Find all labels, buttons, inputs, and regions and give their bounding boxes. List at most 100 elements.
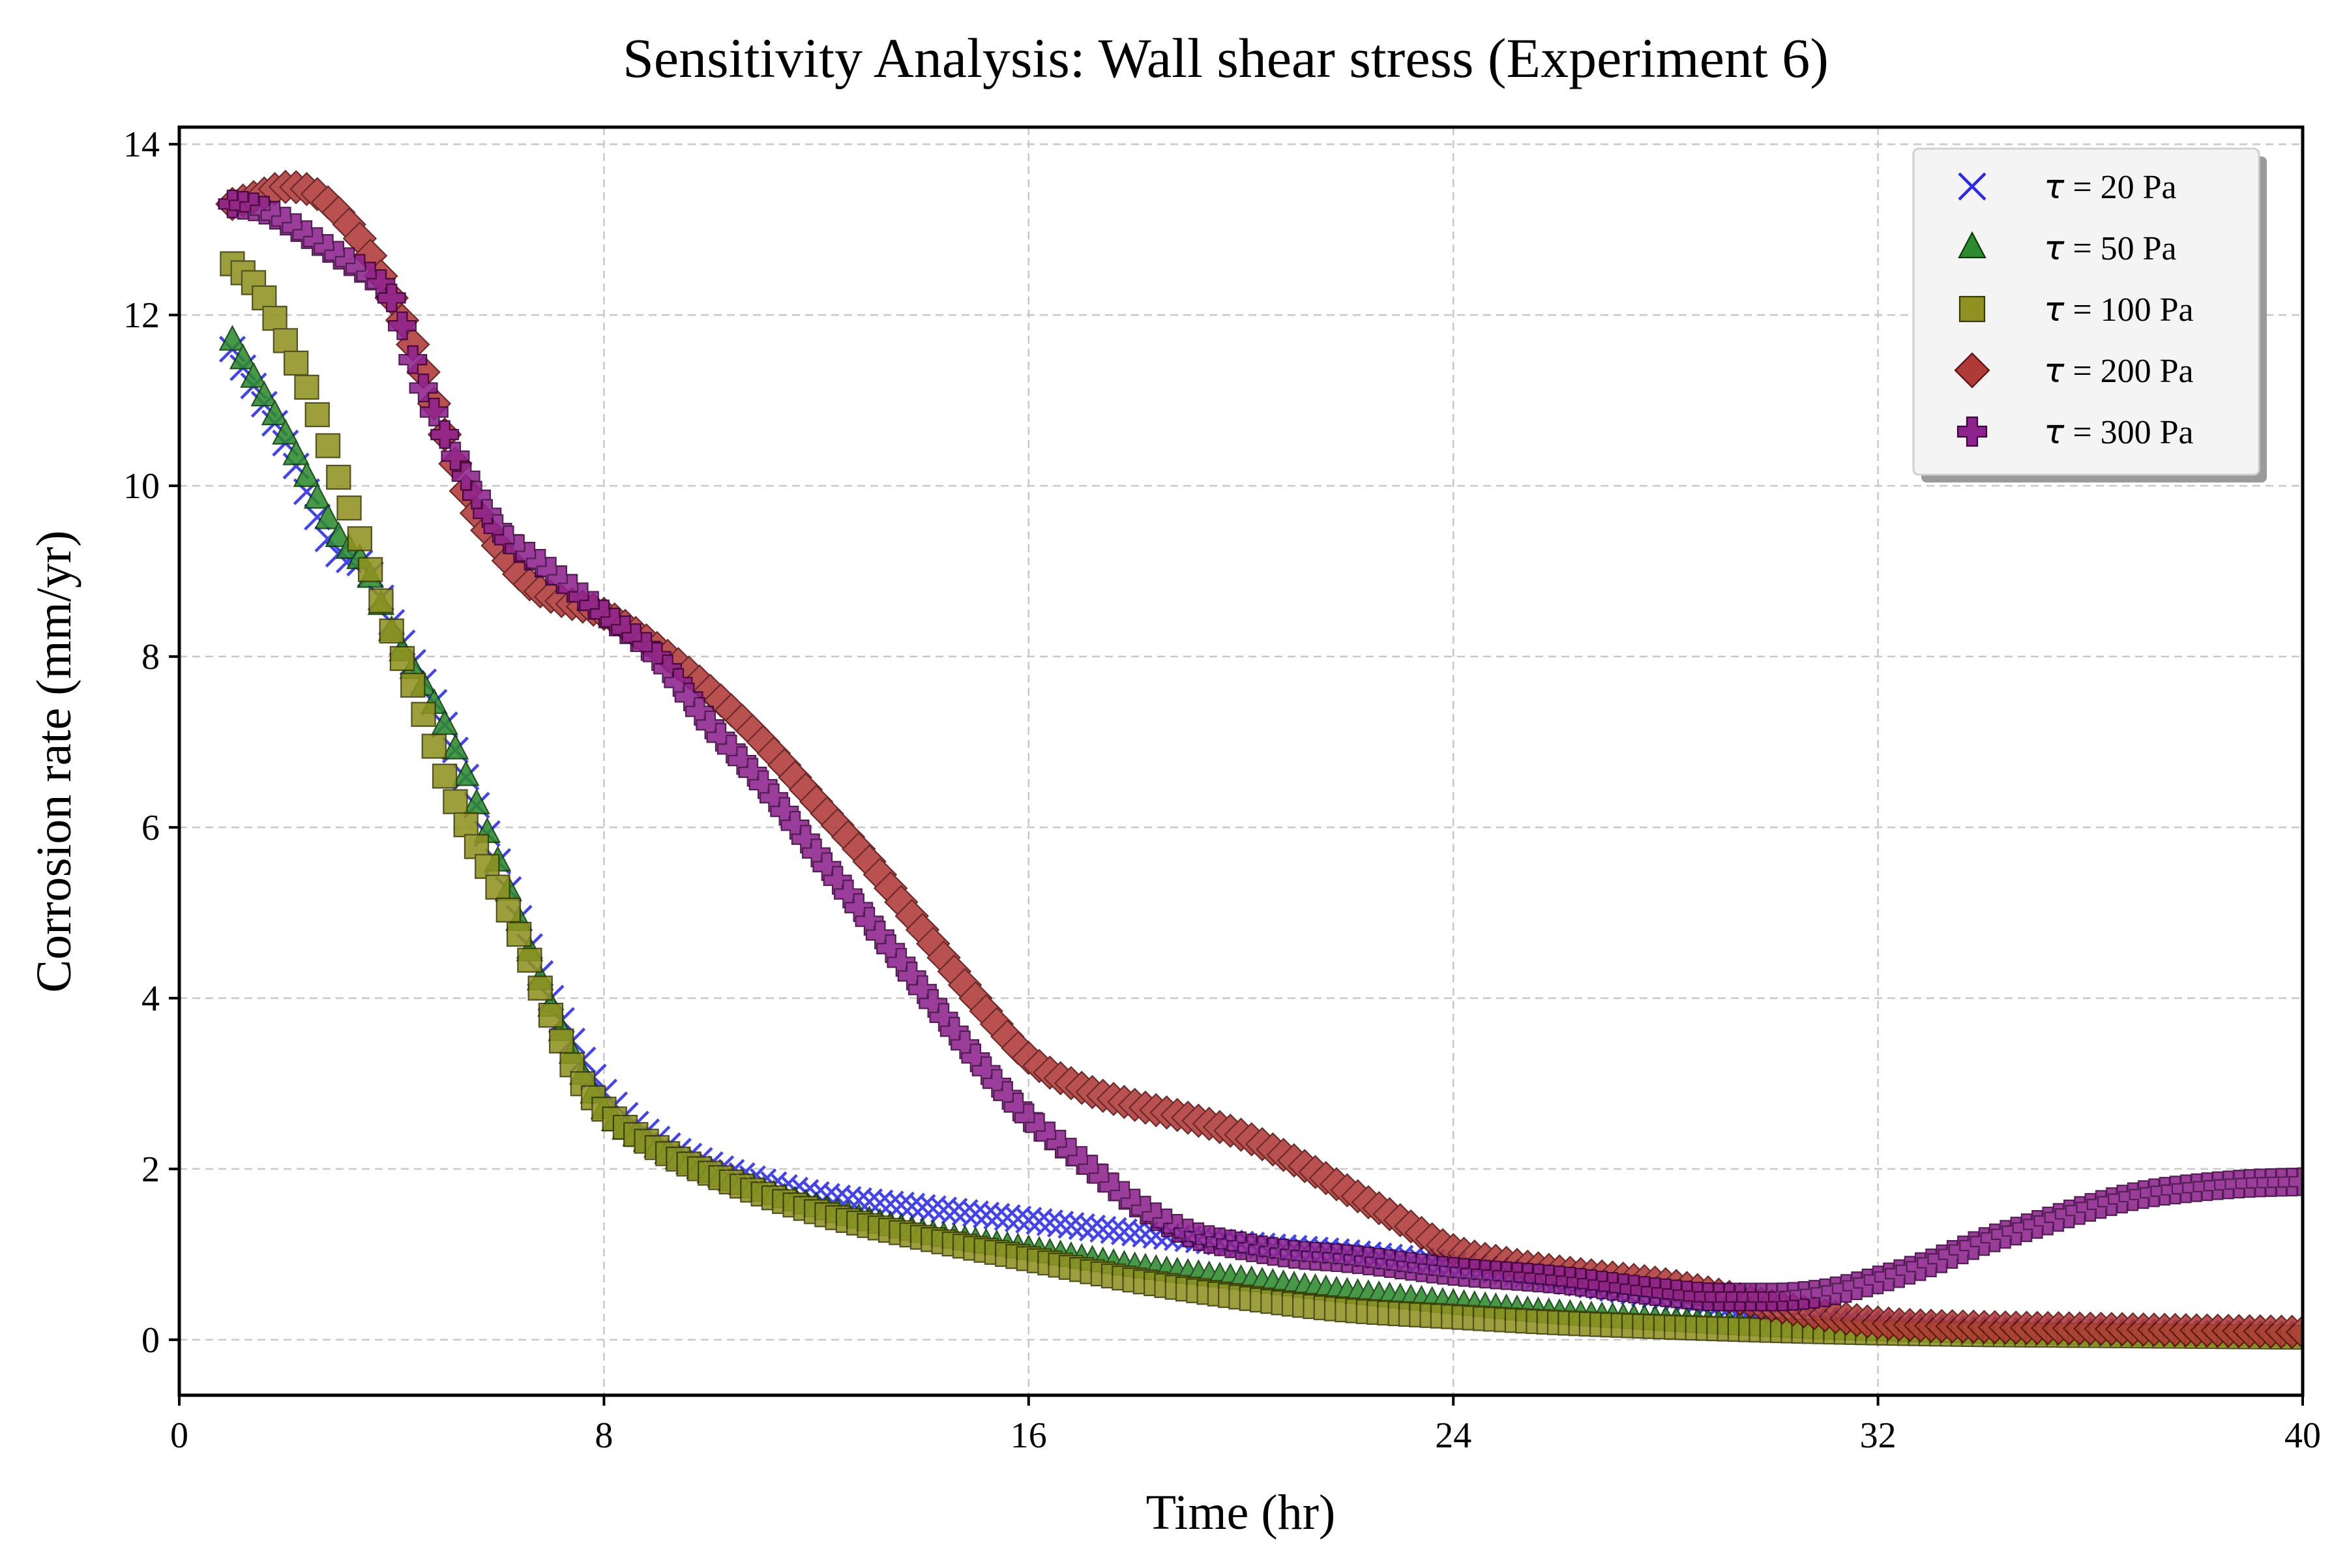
y-tick-label: 4 xyxy=(141,979,160,1019)
data-point xyxy=(411,702,436,727)
y-tick-label: 2 xyxy=(141,1149,160,1190)
data-point xyxy=(452,760,480,786)
data-point xyxy=(951,1199,979,1226)
data-point xyxy=(1100,1217,1127,1244)
data-point xyxy=(262,306,288,331)
data-point xyxy=(495,897,521,923)
data-point xyxy=(303,482,331,509)
y-tick-label: 6 xyxy=(141,808,160,848)
data-point xyxy=(441,733,469,760)
x-tick-label: 8 xyxy=(595,1415,613,1456)
data-point xyxy=(283,350,309,376)
data-point xyxy=(887,1191,915,1219)
data-point xyxy=(475,853,500,880)
legend-marker xyxy=(1958,295,1986,323)
data-point xyxy=(1004,1205,1032,1233)
data-point xyxy=(250,380,278,407)
y-tick-label: 14 xyxy=(123,125,160,165)
legend: τ = 20 Paτ = 50 Paτ = 100 Paτ = 200 Paτ … xyxy=(1912,147,2267,482)
data-point xyxy=(387,311,417,340)
data-point xyxy=(898,1192,926,1220)
data-point xyxy=(293,461,321,487)
data-point xyxy=(517,947,542,973)
data-point xyxy=(2285,1314,2303,1350)
data-point xyxy=(485,874,510,900)
data-point xyxy=(1089,1215,1117,1243)
data-point xyxy=(421,733,447,759)
data-point xyxy=(527,975,553,1001)
data-point xyxy=(368,588,394,614)
x-axis-label: Time (hr) xyxy=(1146,1485,1336,1540)
legend-marker xyxy=(1956,416,1988,447)
data-point xyxy=(463,788,490,814)
data-point xyxy=(272,419,299,445)
legend-label: τ = 100 Pa xyxy=(2044,290,2194,329)
data-point xyxy=(240,362,267,388)
data-point xyxy=(973,1202,1000,1229)
x-tick-label: 16 xyxy=(1011,1415,1047,1456)
y-tick-label: 12 xyxy=(123,295,160,336)
data-point xyxy=(1068,1213,1095,1241)
data-point xyxy=(877,1190,904,1218)
legend-label-text: = 300 Pa xyxy=(2064,414,2193,451)
data-point xyxy=(379,618,404,643)
data-point xyxy=(1110,1218,1138,1245)
data-point xyxy=(314,503,342,529)
x-tick-label: 24 xyxy=(1435,1415,1471,1456)
data-point xyxy=(218,325,246,351)
data-point xyxy=(1015,1206,1042,1234)
y-axis-label: Corrosion rate (mm/yr) xyxy=(27,530,81,992)
data-point xyxy=(347,526,372,552)
legend-label: τ = 300 Pa xyxy=(2044,413,2194,452)
legend-label: τ = 20 Pa xyxy=(2044,168,2177,207)
data-point xyxy=(1078,1214,1106,1242)
y-tick-label: 8 xyxy=(141,637,160,677)
data-point xyxy=(315,433,341,458)
series-1 xyxy=(218,335,2303,1348)
data-point xyxy=(443,789,468,814)
data-point xyxy=(261,399,289,426)
legend-label: τ = 50 Pa xyxy=(2044,229,2177,268)
legend-label-text: = 20 Pa xyxy=(2064,169,2176,206)
data-point xyxy=(1121,1219,1149,1247)
series-4 xyxy=(215,170,2303,1350)
data-point xyxy=(400,672,426,698)
x-tick-label: 40 xyxy=(2284,1415,2321,1456)
data-point xyxy=(326,464,351,490)
legend-label-text: = 50 Pa xyxy=(2064,230,2176,267)
series-5 xyxy=(218,189,2303,1312)
legend-label-symbol: τ xyxy=(2044,229,2065,268)
legend-label-text: = 200 Pa xyxy=(2064,353,2193,390)
legend-label-symbol: τ xyxy=(2044,351,2065,391)
data-point xyxy=(282,439,310,466)
data-point xyxy=(357,557,383,582)
y-tick-label: 0 xyxy=(141,1320,160,1361)
legend-label-symbol: τ xyxy=(2044,290,2065,329)
x-tick-label: 0 xyxy=(170,1415,188,1456)
legend-label-symbol: τ xyxy=(2044,168,2065,207)
data-point xyxy=(1047,1210,1074,1238)
legend-label-text: = 100 Pa xyxy=(2064,291,2193,329)
data-point xyxy=(930,1196,958,1224)
chart-title: Sensitivity Analysis: Wall shear stress … xyxy=(623,27,1829,89)
data-point xyxy=(2288,1167,2303,1196)
data-point xyxy=(252,285,277,310)
data-point xyxy=(919,1195,947,1222)
plot-frame xyxy=(177,125,2305,1397)
data-point xyxy=(549,1028,574,1054)
data-point xyxy=(432,763,458,789)
data-point xyxy=(909,1194,936,1221)
legend-label: τ = 200 Pa xyxy=(2044,351,2194,391)
data-point xyxy=(538,1003,564,1028)
data-point xyxy=(229,343,257,370)
data-point xyxy=(273,328,298,353)
legend-marker xyxy=(1958,172,1986,201)
plot-area xyxy=(215,170,2303,1350)
data-point xyxy=(336,496,362,521)
data-point xyxy=(398,345,428,374)
data-point xyxy=(294,374,319,400)
data-point xyxy=(1036,1209,1063,1237)
